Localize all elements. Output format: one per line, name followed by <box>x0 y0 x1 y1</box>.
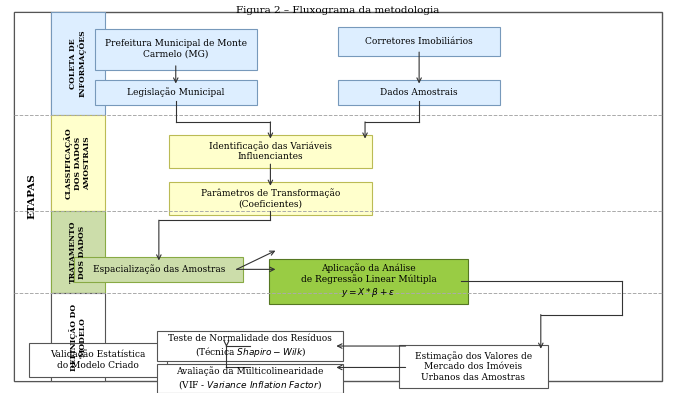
FancyBboxPatch shape <box>169 182 372 215</box>
Text: DEFINIÇÃO DO
MODELO: DEFINIÇÃO DO MODELO <box>69 303 87 371</box>
Text: CLASSIFICAÇÃO
DOS DADOS
AMOSTRAIS: CLASSIFICAÇÃO DOS DADOS AMOSTRAIS <box>64 128 91 199</box>
FancyBboxPatch shape <box>14 12 662 381</box>
FancyBboxPatch shape <box>157 364 343 393</box>
FancyBboxPatch shape <box>338 26 500 56</box>
Text: Validação Estatística
do Modelo Criado: Validação Estatística do Modelo Criado <box>50 350 146 370</box>
FancyBboxPatch shape <box>399 345 548 388</box>
Text: Estimação dos Valores de
Mercado dos Imóveis
Urbanos das Amostras: Estimação dos Valores de Mercado dos Imó… <box>414 351 532 382</box>
Text: Avaliação da Multicolinearidade
(VIF - $\it{Variance\ Inflation\ Factor}$): Avaliação da Multicolinearidade (VIF - $… <box>176 366 324 390</box>
FancyBboxPatch shape <box>51 12 105 115</box>
Text: Parâmetros de Transformação
(Coeficientes): Parâmetros de Transformação (Coeficiente… <box>201 188 340 209</box>
FancyBboxPatch shape <box>51 212 105 293</box>
Text: Espacialização das Amostras: Espacialização das Amostras <box>93 264 225 274</box>
FancyBboxPatch shape <box>95 80 257 105</box>
Text: Legislação Municipal: Legislação Municipal <box>127 87 224 97</box>
FancyBboxPatch shape <box>269 258 468 304</box>
Text: COLETA DE
INFORMAÇÕES: COLETA DE INFORMAÇÕES <box>69 30 87 97</box>
Text: Corretores Imobiliários: Corretores Imobiliários <box>365 37 473 46</box>
FancyBboxPatch shape <box>74 256 243 282</box>
FancyBboxPatch shape <box>338 80 500 105</box>
Text: Identificação das Variáveis
Influenciantes: Identificação das Variáveis Influenciant… <box>209 141 332 162</box>
Text: Figura 2 – Fluxograma da metodologia: Figura 2 – Fluxograma da metodologia <box>237 6 439 15</box>
FancyBboxPatch shape <box>157 331 343 361</box>
FancyBboxPatch shape <box>95 28 257 70</box>
FancyBboxPatch shape <box>28 343 167 377</box>
Text: Teste de Normalidade dos Resíduos
(Técnica $\it{Shapiro-Wilk}$): Teste de Normalidade dos Resíduos (Técni… <box>168 334 332 359</box>
Text: TRATAMENTO
DOS DADOS: TRATAMENTO DOS DADOS <box>69 221 87 283</box>
FancyBboxPatch shape <box>51 293 105 381</box>
Text: Dados Amostrais: Dados Amostrais <box>381 88 458 97</box>
FancyBboxPatch shape <box>51 115 105 212</box>
Text: ETAPAS: ETAPAS <box>28 174 37 219</box>
FancyBboxPatch shape <box>169 135 372 168</box>
Text: Prefeitura Municipal de Monte
Carmelo (MG): Prefeitura Municipal de Monte Carmelo (M… <box>105 39 247 59</box>
FancyBboxPatch shape <box>14 12 51 381</box>
Text: Aplicação da Análise
de Regressão Linear Múltipla
$y = X * \beta + \varepsilon$: Aplicação da Análise de Regressão Linear… <box>301 263 436 299</box>
